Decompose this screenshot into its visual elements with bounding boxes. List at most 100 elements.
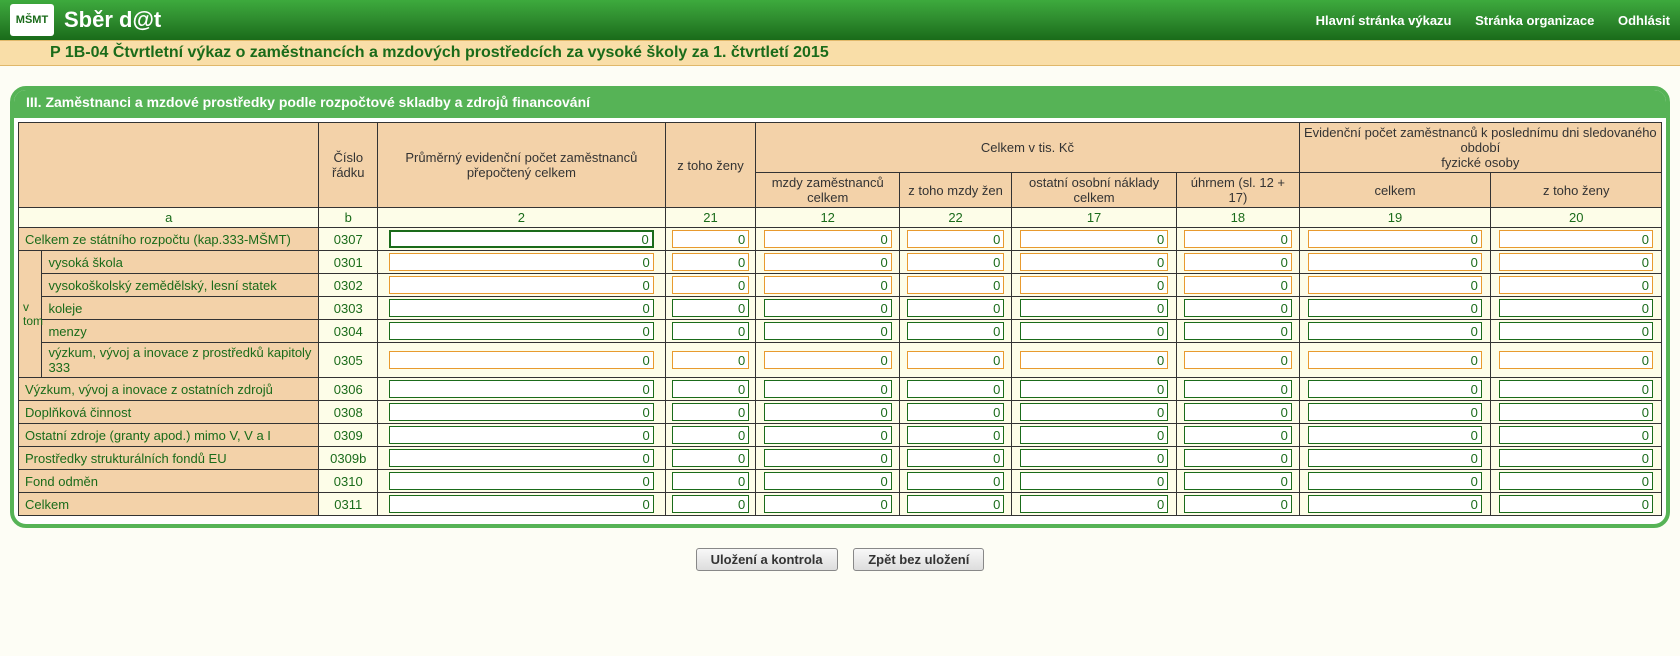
value-input[interactable] — [764, 472, 892, 490]
value-input[interactable] — [764, 276, 892, 294]
value-input[interactable] — [1499, 322, 1652, 340]
value-input[interactable] — [907, 403, 1005, 421]
value-input[interactable] — [389, 351, 654, 369]
value-input[interactable] — [764, 351, 892, 369]
value-input[interactable] — [672, 495, 749, 513]
value-input[interactable] — [672, 322, 749, 340]
value-input[interactable] — [1184, 495, 1292, 513]
value-input[interactable] — [907, 495, 1005, 513]
value-input[interactable] — [1308, 403, 1482, 421]
value-input[interactable] — [1184, 449, 1292, 467]
value-input[interactable] — [1308, 495, 1482, 513]
value-input[interactable] — [907, 253, 1005, 271]
value-input[interactable] — [907, 322, 1005, 340]
value-input[interactable] — [907, 380, 1005, 398]
value-input[interactable] — [907, 426, 1005, 444]
value-input[interactable] — [1499, 472, 1652, 490]
value-input[interactable] — [389, 472, 654, 490]
value-input[interactable] — [764, 495, 892, 513]
value-input[interactable] — [1020, 403, 1168, 421]
value-input[interactable] — [1184, 351, 1292, 369]
cancel-button[interactable]: Zpět bez uložení — [853, 548, 984, 571]
value-input[interactable] — [389, 380, 654, 398]
value-input[interactable] — [1184, 276, 1292, 294]
value-input[interactable] — [1184, 253, 1292, 271]
value-input[interactable] — [1499, 253, 1652, 271]
value-input[interactable] — [764, 230, 892, 248]
value-input[interactable] — [1308, 299, 1482, 317]
value-input[interactable] — [1499, 276, 1652, 294]
value-input[interactable] — [1020, 449, 1168, 467]
value-input[interactable] — [389, 426, 654, 444]
value-input[interactable] — [389, 253, 654, 271]
nav-org-link[interactable]: Stránka organizace — [1475, 13, 1594, 28]
save-button[interactable]: Uložení a kontrola — [696, 548, 838, 571]
value-input[interactable] — [672, 449, 749, 467]
value-input[interactable] — [389, 449, 654, 467]
value-input[interactable] — [1308, 351, 1482, 369]
value-input[interactable] — [1020, 299, 1168, 317]
value-input[interactable] — [1020, 276, 1168, 294]
value-input[interactable] — [1308, 449, 1482, 467]
value-input[interactable] — [1020, 230, 1168, 248]
value-input[interactable] — [672, 253, 749, 271]
value-input[interactable] — [764, 299, 892, 317]
value-input[interactable] — [672, 426, 749, 444]
nav-home-link[interactable]: Hlavní stránka výkazu — [1316, 13, 1452, 28]
value-input[interactable] — [1499, 426, 1652, 444]
value-input[interactable] — [1308, 426, 1482, 444]
value-input[interactable] — [1308, 472, 1482, 490]
value-input[interactable] — [1499, 351, 1652, 369]
value-input[interactable] — [1499, 403, 1652, 421]
value-input[interactable] — [907, 472, 1005, 490]
value-input[interactable] — [1020, 351, 1168, 369]
value-input[interactable] — [1499, 380, 1652, 398]
value-input[interactable] — [1499, 449, 1652, 467]
value-input[interactable] — [1308, 253, 1482, 271]
value-input[interactable] — [1184, 403, 1292, 421]
value-input[interactable] — [1308, 380, 1482, 398]
value-input[interactable] — [389, 495, 654, 513]
value-input[interactable] — [907, 299, 1005, 317]
value-input[interactable] — [1184, 322, 1292, 340]
value-input[interactable] — [1499, 299, 1652, 317]
value-input[interactable] — [1184, 472, 1292, 490]
value-input[interactable] — [1184, 230, 1292, 248]
value-input[interactable] — [672, 351, 749, 369]
value-input[interactable] — [1184, 426, 1292, 444]
value-input[interactable] — [764, 253, 892, 271]
value-input[interactable] — [389, 299, 654, 317]
nav-logout-link[interactable]: Odhlásit — [1618, 13, 1670, 28]
value-input[interactable] — [764, 426, 892, 444]
value-input[interactable] — [907, 351, 1005, 369]
value-input[interactable] — [1184, 380, 1292, 398]
value-input[interactable] — [672, 230, 749, 248]
value-input[interactable] — [389, 230, 654, 248]
value-input[interactable] — [764, 380, 892, 398]
value-input[interactable] — [672, 472, 749, 490]
value-input[interactable] — [1020, 495, 1168, 513]
value-input[interactable] — [1499, 495, 1652, 513]
value-input[interactable] — [764, 449, 892, 467]
value-input[interactable] — [907, 449, 1005, 467]
value-input[interactable] — [1308, 230, 1482, 248]
value-input[interactable] — [1020, 253, 1168, 271]
value-input[interactable] — [672, 380, 749, 398]
value-input[interactable] — [1499, 230, 1652, 248]
value-input[interactable] — [907, 276, 1005, 294]
value-input[interactable] — [1020, 426, 1168, 444]
value-input[interactable] — [1308, 322, 1482, 340]
value-input[interactable] — [764, 403, 892, 421]
value-input[interactable] — [1020, 472, 1168, 490]
value-input[interactable] — [389, 403, 654, 421]
value-input[interactable] — [764, 322, 892, 340]
value-input[interactable] — [1020, 380, 1168, 398]
value-input[interactable] — [389, 322, 654, 340]
value-input[interactable] — [1184, 299, 1292, 317]
value-input[interactable] — [1308, 276, 1482, 294]
value-input[interactable] — [907, 230, 1005, 248]
value-input[interactable] — [1020, 322, 1168, 340]
value-input[interactable] — [672, 403, 749, 421]
value-input[interactable] — [672, 299, 749, 317]
value-input[interactable] — [672, 276, 749, 294]
